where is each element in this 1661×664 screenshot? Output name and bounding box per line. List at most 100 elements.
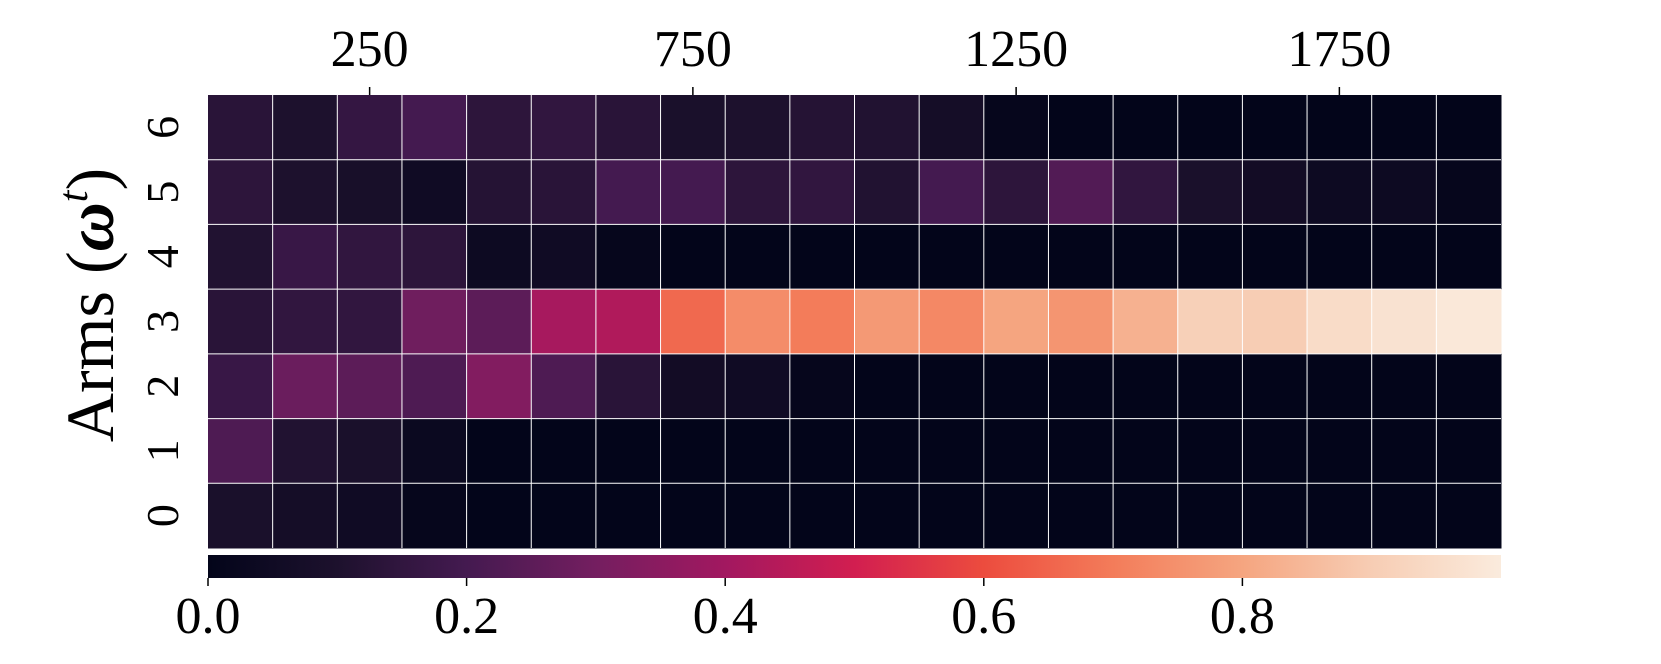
heatmap-cell <box>401 353 468 420</box>
heatmap-cell <box>854 483 920 549</box>
colorbar-tick-label: 0.8 <box>1210 588 1275 645</box>
heatmap-cell <box>531 483 597 549</box>
heatmap-cell <box>1113 289 1179 355</box>
heatmap-cell <box>725 353 791 420</box>
heatmap-cell <box>1371 353 1437 420</box>
heatmap-cell <box>208 159 274 225</box>
heatmap-cell-grid <box>208 95 1501 548</box>
heatmap-cell <box>1371 483 1437 549</box>
colorbar-tick-label: 0.4 <box>693 588 758 645</box>
heatmap-cell <box>1177 289 1243 355</box>
heatmap-cell <box>919 95 985 161</box>
heatmap-cell <box>1048 353 1114 420</box>
heatmap-cell <box>1048 289 1114 355</box>
heatmap-cell <box>1242 224 1308 290</box>
y-tick-label: 6 <box>137 116 188 139</box>
heatmap-cell <box>337 159 403 225</box>
heatmap-cell <box>854 95 920 161</box>
heatmap-cell <box>337 353 403 420</box>
heatmap-cell <box>1242 353 1308 420</box>
heatmap-cell <box>983 353 1049 420</box>
heatmap-cell <box>1048 95 1114 161</box>
heatmap-cell <box>272 353 338 420</box>
colorbar-tick-label: 0.0 <box>176 588 241 645</box>
heatmap-cell <box>1371 95 1437 161</box>
heatmap-cell <box>337 483 403 549</box>
heatmap-cell <box>1371 159 1437 225</box>
heatmap-cell <box>1242 159 1308 225</box>
heatmap-cell <box>531 418 597 484</box>
heatmap-cell <box>983 95 1049 161</box>
heatmap-cell <box>1436 159 1502 225</box>
colorbar-axis: 0.0 0.2 0.4 0.6 0.8 <box>176 578 1275 645</box>
heatmap-cell <box>789 159 855 225</box>
heatmap-cell <box>1113 224 1179 290</box>
y-axis-label-close: ) <box>52 168 128 191</box>
heatmap-cell <box>466 289 532 355</box>
heatmap-cell <box>208 483 274 549</box>
heatmap-cell <box>466 159 532 225</box>
heatmap-cell <box>1177 418 1243 484</box>
heatmap-cell <box>1177 224 1243 290</box>
x-tick-label: 250 <box>331 21 409 78</box>
y-axis-label: Arms (ωt) <box>51 168 128 442</box>
heatmap-cell <box>401 224 468 290</box>
heatmap-cell <box>1307 224 1373 290</box>
y-tick-label: 5 <box>137 181 188 204</box>
heatmap-cell <box>595 159 662 225</box>
y-tick-label: 1 <box>137 439 188 462</box>
heatmap-cell <box>854 418 920 484</box>
y-tick-label: 2 <box>137 375 188 398</box>
heatmap-cell <box>983 224 1049 290</box>
heatmap-cell <box>919 159 985 225</box>
heatmap-cell <box>595 95 662 161</box>
heatmap-cell <box>789 483 855 549</box>
heatmap-cell <box>1242 95 1308 161</box>
heatmap-cell <box>1177 483 1243 549</box>
heatmap-cell <box>1048 159 1114 225</box>
heatmap-cell <box>919 418 985 484</box>
heatmap-cell <box>337 224 403 290</box>
heatmap-cell <box>725 289 791 355</box>
heatmap-cell <box>1048 224 1114 290</box>
heatmap-cell <box>725 159 791 225</box>
heatmap-cell <box>789 353 855 420</box>
heatmap-cell <box>1371 418 1437 484</box>
heatmap-cell <box>272 418 338 484</box>
heatmap-cell <box>466 483 532 549</box>
heatmap-cell <box>1436 353 1502 420</box>
heatmap-cell <box>272 159 338 225</box>
heatmap-cell <box>401 418 468 484</box>
heatmap-cell <box>595 418 662 484</box>
heatmap-cell <box>595 289 662 355</box>
heatmap-cell <box>531 159 597 225</box>
heatmap-cell <box>466 353 532 420</box>
heatmap-cell <box>208 224 274 290</box>
heatmap-cell <box>1307 95 1373 161</box>
heatmap-cell <box>337 418 403 484</box>
colorbar <box>208 555 1501 578</box>
heatmap-cells <box>208 95 1502 549</box>
heatmap-cell <box>466 418 532 484</box>
heatmap-cell <box>272 224 338 290</box>
heatmap-cell <box>208 289 274 355</box>
heatmap-cell <box>660 353 726 420</box>
heatmap-cell <box>1177 159 1243 225</box>
heatmap-cell <box>660 483 726 549</box>
heatmap-cell <box>854 353 920 420</box>
heatmap-cell <box>919 224 985 290</box>
heatmap-cell <box>1048 418 1114 484</box>
heatmap-cell <box>1048 483 1114 549</box>
heatmap-cell <box>1113 418 1179 484</box>
heatmap-cell <box>1177 353 1243 420</box>
heatmap-cell <box>208 95 274 161</box>
heatmap-cell <box>401 289 468 355</box>
heatmap-cell <box>1371 224 1437 290</box>
heatmap-cell <box>983 483 1049 549</box>
x-tick-label: 1250 <box>964 21 1068 78</box>
heatmap-cell <box>660 418 726 484</box>
heatmap-cell <box>337 95 403 161</box>
heatmap-cell <box>272 289 338 355</box>
heatmap-cell <box>854 159 920 225</box>
heatmap-cell <box>1307 418 1373 484</box>
